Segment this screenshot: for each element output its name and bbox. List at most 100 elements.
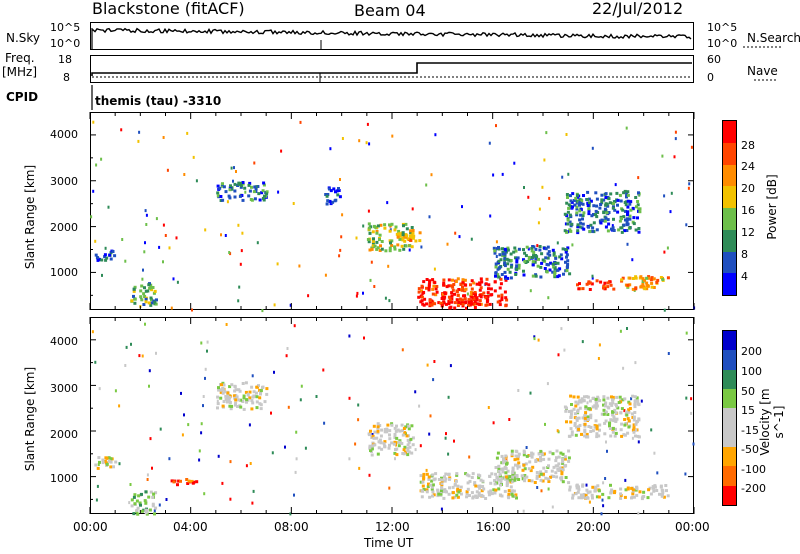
date-label: 22/Jul/2012: [592, 0, 684, 18]
power-cell: [522, 258, 525, 262]
velocity-cell: [105, 462, 109, 466]
power-cell: [578, 209, 582, 213]
velocity-cell-sparse: [200, 422, 203, 426]
velocity-cell: [612, 417, 616, 421]
power-cell: [575, 213, 579, 217]
power-cell: [622, 223, 626, 227]
power-cell: [504, 296, 508, 300]
power-cell-sparse: [434, 133, 437, 137]
power-cell-sparse: [172, 277, 175, 281]
power-cell: [619, 226, 623, 230]
velocity-cell: [241, 400, 245, 403]
velocity-cell-sparse: [604, 477, 607, 480]
power-cell: [149, 283, 153, 287]
power-cell: [224, 190, 228, 194]
velocity-cell: [618, 395, 622, 399]
power-cell: [258, 198, 262, 202]
velocity-cell: [632, 430, 636, 434]
power-cell: [578, 203, 581, 207]
power-cell: [447, 295, 451, 299]
velocity-cell: [259, 403, 263, 407]
velocity-cell: [393, 451, 397, 455]
power-cell: [472, 281, 476, 285]
velocity-cell-sparse: [98, 387, 101, 391]
power-cell: [500, 296, 504, 300]
power-cell: [445, 285, 449, 289]
velocity-cell: [190, 479, 194, 483]
power-cell: [409, 231, 413, 235]
power-cell: [454, 280, 458, 283]
velocity-cell: [633, 411, 637, 414]
velocity-cell: [224, 394, 228, 398]
power-cell: [566, 196, 569, 199]
velocity-cell-sparse: [322, 368, 325, 372]
velocity-cell: [376, 429, 380, 433]
velocity-cell: [586, 418, 590, 421]
velocity-cell: [588, 490, 592, 494]
power-cell: [440, 304, 444, 308]
velocity-cell: [453, 483, 457, 487]
velocity-cell: [186, 482, 190, 485]
power-cell: [625, 218, 629, 222]
power-cell: [451, 288, 455, 292]
velocity-cell: [494, 472, 498, 476]
velocity-cell: [517, 452, 521, 456]
power-cell: [538, 248, 542, 252]
power-ytick: 2000: [50, 221, 78, 234]
velocity-cell: [455, 472, 459, 476]
velocity-cell: [593, 404, 597, 408]
velocity-cell: [144, 490, 148, 494]
power-cell: [133, 301, 137, 305]
velocity-cell: [581, 398, 585, 402]
power-cell: [479, 302, 483, 306]
power-cell-sparse: [244, 190, 247, 194]
power-cell: [636, 200, 640, 203]
power-cell: [331, 200, 335, 204]
velocity-cell: [574, 404, 578, 408]
velocity-cell-sparse: [445, 432, 447, 436]
velocity-cell: [233, 396, 237, 400]
velocity-cell: [567, 459, 571, 463]
power-cell: [509, 265, 513, 269]
power-cell: [368, 231, 372, 235]
velocity-cell-sparse: [165, 498, 168, 501]
power-cell: [442, 278, 446, 282]
velocity-cell: [539, 470, 543, 474]
velocity-cell: [521, 474, 525, 478]
power-cell: [493, 251, 497, 255]
velocity-cell: [244, 381, 248, 385]
velocity-cell: [575, 486, 579, 490]
power-cell: [626, 193, 630, 197]
velocity-cell: [547, 480, 551, 483]
velocity-cell: [456, 487, 460, 491]
velocity-cell: [632, 495, 636, 499]
velocity-cell-sparse: [692, 442, 695, 446]
power-cell-sparse: [261, 309, 264, 313]
velocity-cell-sparse: [650, 428, 653, 432]
power-cbar-tick: 20: [741, 182, 755, 195]
power-cell: [394, 225, 398, 229]
power-cell: [447, 278, 451, 282]
velocity-cell-sparse: [525, 446, 528, 449]
power-cell-sparse: [536, 244, 539, 248]
power-cell: [582, 211, 586, 215]
power-cbar-tick: 24: [741, 160, 755, 173]
power-cell-sparse: [513, 161, 516, 165]
power-cell: [540, 261, 544, 265]
velocity-cell: [598, 428, 601, 432]
power-cell: [604, 196, 608, 199]
velocity-cell-sparse: [560, 327, 563, 331]
velocity-cell: [585, 432, 589, 436]
velocity-cell-sparse: [447, 395, 450, 399]
velocity-cell: [584, 405, 588, 409]
power-cell: [222, 185, 226, 189]
power-cell: [532, 254, 535, 258]
power-cell: [566, 218, 570, 222]
velocity-cell: [621, 398, 625, 402]
velocity-cell: [505, 481, 509, 484]
power-cell: [257, 192, 261, 196]
power-cell: [239, 184, 243, 188]
velocity-cell: [474, 494, 478, 498]
velocity-cell: [591, 485, 595, 489]
power-cell-sparse: [164, 234, 167, 237]
